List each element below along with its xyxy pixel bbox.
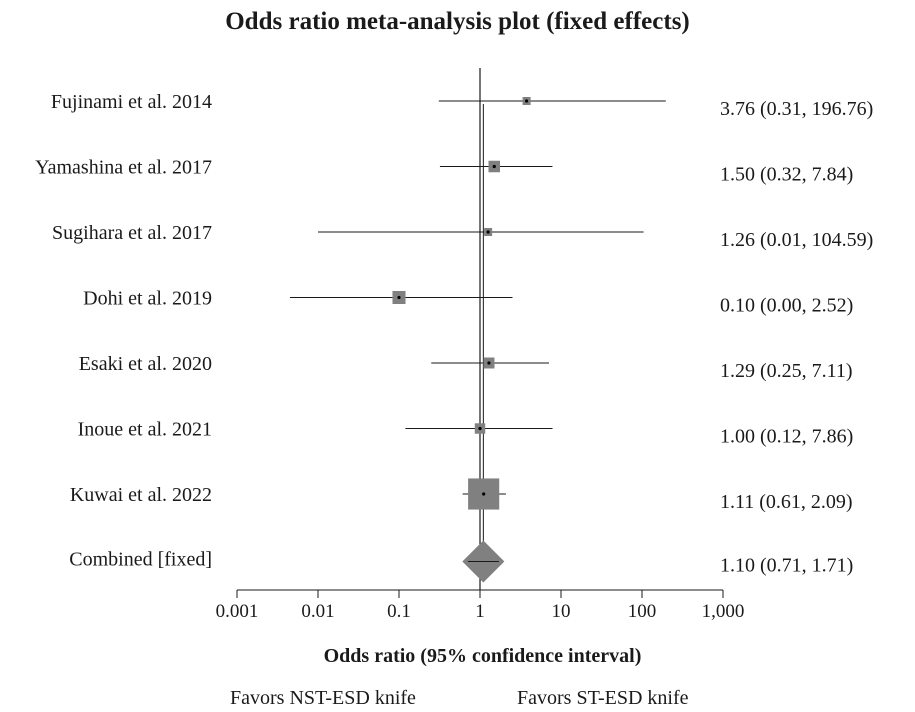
x-axis-label: Odds ratio (95% confidence interval)	[323, 645, 642, 667]
estimate-label: 1.00 (0.12, 7.86)	[720, 426, 853, 448]
estimate-label: 1.50 (0.32, 7.84)	[720, 164, 853, 186]
study-label: Esaki et al. 2020	[79, 353, 212, 375]
point-estimate	[492, 164, 496, 169]
study-label: Yamashina et al. 2017	[35, 157, 212, 179]
point-estimate	[524, 99, 529, 103]
x-tick-label: 0.1	[387, 601, 411, 622]
point-estimate	[397, 295, 401, 300]
chart-title: Odds ratio meta-analysis plot (fixed eff…	[225, 8, 690, 35]
study-label: Sugihara et al. 2017	[52, 222, 212, 244]
estimate-label: 3.76 (0.31, 196.76)	[720, 98, 873, 120]
x-tick-label: 1,000	[702, 601, 745, 622]
estimate-label: 1.26 (0.01, 104.59)	[720, 229, 873, 251]
favors-left-label: Favors NST-ESD knife	[230, 687, 416, 709]
x-tick-label: 0.001	[216, 601, 259, 622]
point-estimate	[486, 230, 490, 234]
combined-label: Combined [fixed]	[69, 549, 212, 571]
combined-estimate-label: 1.10 (0.71, 1.71)	[720, 555, 853, 577]
study-label: Dohi et al. 2019	[83, 288, 212, 310]
study-label: Inoue et al. 2021	[78, 419, 212, 441]
study-label: Kuwai et al. 2022	[70, 484, 212, 506]
x-tick-label: 100	[628, 601, 657, 622]
point-estimate	[478, 426, 482, 431]
estimate-label: 0.10 (0.00, 2.52)	[720, 295, 853, 317]
study-label: Fujinami et al. 2014	[51, 91, 212, 113]
estimate-label: 1.11 (0.61, 2.09)	[720, 491, 853, 513]
favors-right-label: Favors ST-ESD knife	[517, 687, 689, 709]
x-tick-label: 10	[552, 601, 571, 622]
estimate-label: 1.29 (0.25, 7.11)	[720, 360, 853, 382]
point-estimate	[482, 492, 486, 496]
x-tick-label: 1	[475, 601, 485, 622]
point-estimate	[487, 361, 491, 365]
x-tick-label: 0.01	[301, 601, 334, 622]
